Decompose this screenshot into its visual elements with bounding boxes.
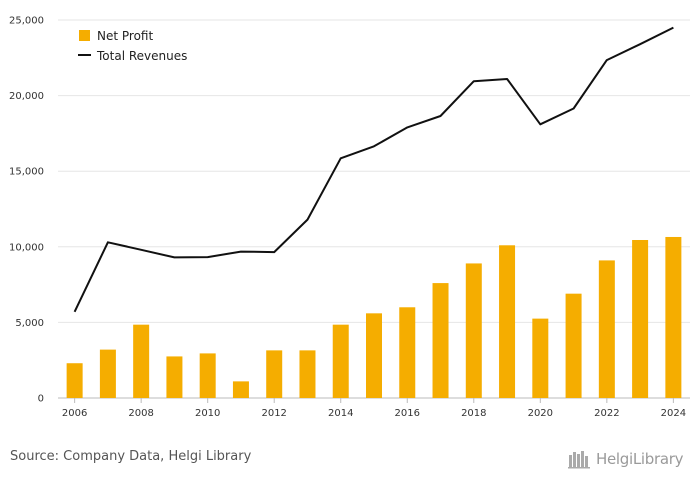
x-tick-label: 2012 [261, 408, 286, 419]
legend: Net Profit Total Revenues [78, 29, 187, 63]
x-tick-label: 2014 [328, 408, 353, 419]
legend-label-net-profit: Net Profit [97, 29, 153, 43]
bar-net-profit-2013 [299, 350, 316, 398]
x-axis-ticks: 2006 2008 2010 2012 2014 2016 2018 2020 2022 2024 [62, 398, 686, 419]
y-tick-label: 20,000 [9, 91, 44, 102]
bar-net-profit-2016 [399, 307, 416, 398]
bar-net-profit-2007 [99, 349, 116, 398]
y-tick-label: 10,000 [9, 242, 44, 253]
bar-net-profit-2008 [133, 324, 150, 398]
bar-net-profit-2015 [366, 313, 382, 398]
net-profit-bars [66, 236, 682, 398]
bar-net-profit-2022 [598, 260, 615, 398]
bar-net-profit-2017 [432, 283, 449, 398]
x-tick-label: 2016 [395, 408, 420, 419]
bar-net-profit-2009 [166, 356, 183, 398]
books-icon [568, 451, 590, 469]
bar-net-profit-2023 [632, 239, 649, 398]
y-tick-label: 15,000 [9, 167, 44, 178]
x-tick-label: 2024 [661, 408, 686, 419]
bar-net-profit-2020 [532, 318, 549, 398]
bar-net-profit-2011 [232, 381, 249, 398]
y-tick-label: 25,000 [9, 16, 44, 27]
x-tick-label: 2008 [128, 408, 153, 419]
y-tick-label: 5,000 [15, 318, 44, 329]
x-tick-label: 2020 [528, 408, 553, 419]
bar-net-profit-2006 [66, 363, 83, 398]
x-tick-label: 2010 [195, 408, 220, 419]
x-tick-label: 2018 [461, 408, 486, 419]
legend-swatch-net-profit [79, 30, 90, 41]
bar-net-profit-2012 [266, 350, 283, 398]
x-tick-label: 2006 [62, 408, 87, 419]
bar-net-profit-2018 [465, 263, 482, 398]
x-tick-label: 2022 [594, 408, 619, 419]
legend-label-total-revenues: Total Revenues [96, 49, 187, 63]
grid-lines [58, 19, 690, 323]
bar-net-profit-2024 [665, 236, 682, 398]
bar-net-profit-2014 [332, 324, 349, 398]
helgi-library-logo: HelgiLibrary [568, 447, 693, 471]
bar-net-profit-2019 [499, 245, 516, 398]
y-axis-ticks: 0 5,000 10,000 15,000 20,000 25,000 [9, 16, 44, 405]
bar-net-profit-2010 [199, 353, 216, 398]
total-revenues-line [73, 26, 674, 313]
logo-text: HelgiLibrary [596, 450, 684, 468]
source-note: Source: Company Data, Helgi Library [10, 449, 252, 464]
y-tick-label: 0 [38, 394, 44, 405]
bar-net-profit-2021 [565, 293, 582, 398]
